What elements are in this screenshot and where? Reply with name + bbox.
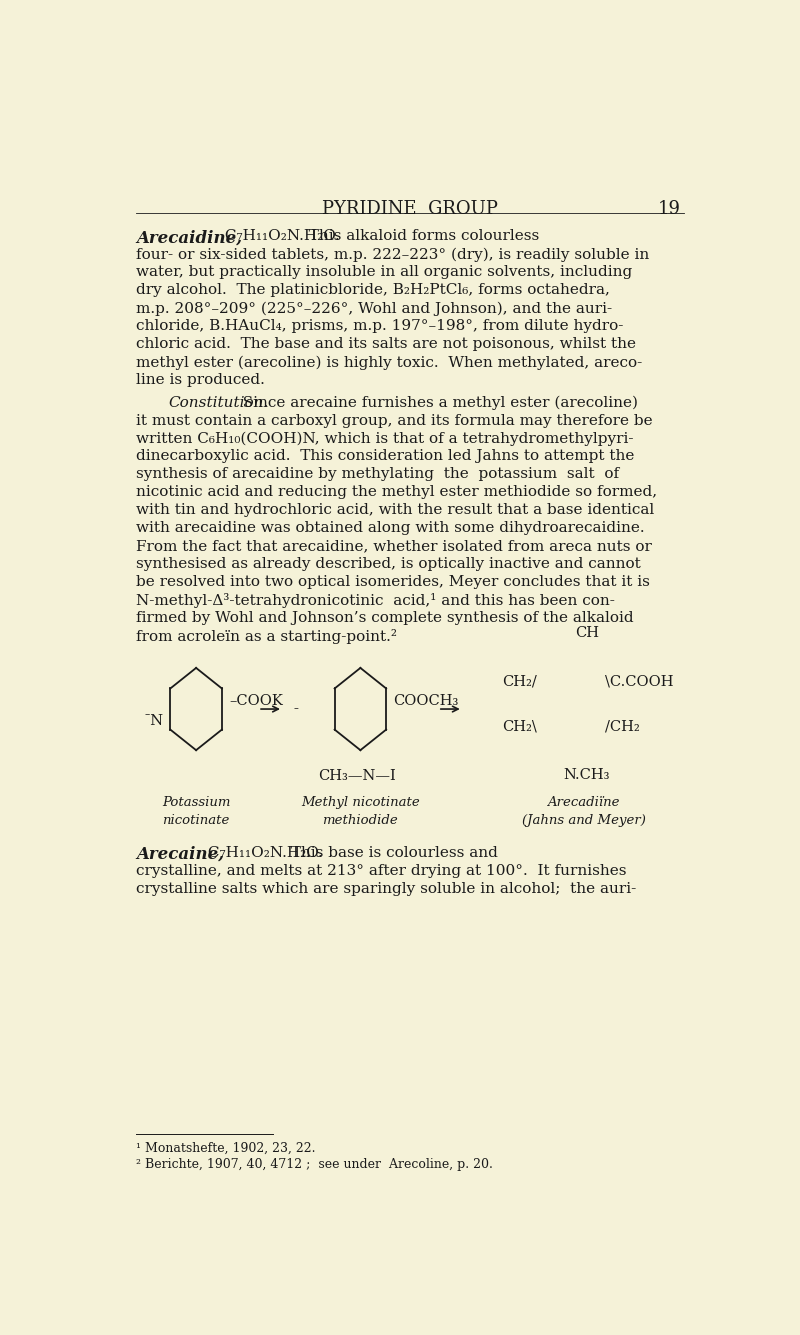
Text: it must contain a carboxyl group, and its formula may therefore be: it must contain a carboxyl group, and it… [137, 414, 653, 427]
Text: ˉN: ˉN [143, 714, 163, 729]
Text: PYRIDINE  GROUP: PYRIDINE GROUP [322, 200, 498, 218]
Text: Methyl nicotinate: Methyl nicotinate [301, 797, 420, 809]
Text: synthesised as already described, is optically inactive and cannot: synthesised as already described, is opt… [137, 558, 641, 571]
Text: dinecarboxylic acid.  This consideration led Jahns to attempt the: dinecarboxylic acid. This consideration … [137, 450, 635, 463]
Text: ² Berichte, 1907, 40, 4712 ;  see under  Arecoline, p. 20.: ² Berichte, 1907, 40, 4712 ; see under A… [137, 1157, 494, 1171]
Text: COOCH₃: COOCH₃ [394, 694, 458, 708]
Text: water, but practically insoluble in all organic solvents, including: water, but practically insoluble in all … [137, 266, 633, 279]
Text: CH₃—N—I: CH₃—N—I [318, 769, 396, 782]
Text: nicotinate: nicotinate [162, 814, 230, 826]
Text: Arecadiïne: Arecadiïne [547, 797, 620, 809]
Text: chloric acid.  The base and its salts are not poisonous, whilst the: chloric acid. The base and its salts are… [137, 338, 637, 351]
Text: firmed by Wohl and Johnson’s complete synthesis of the alkaloid: firmed by Wohl and Johnson’s complete sy… [137, 611, 634, 625]
Text: CH₂/: CH₂/ [502, 674, 537, 689]
Text: N.CH₃: N.CH₃ [563, 768, 610, 781]
Text: m.p. 208°–209° (225°–226°, Wohl and Johnson), and the auri-: m.p. 208°–209° (225°–226°, Wohl and John… [137, 302, 613, 316]
Text: Potassium: Potassium [162, 797, 230, 809]
Text: chloride, B.HAuCl₄, prisms, m.p. 197°–198°, from dilute hydro-: chloride, B.HAuCl₄, prisms, m.p. 197°–19… [137, 319, 624, 334]
Text: 19: 19 [658, 200, 681, 218]
Text: Arecaidine,: Arecaidine, [137, 230, 242, 247]
Text: crystalline, and melts at 213° after drying at 100°.  It furnishes: crystalline, and melts at 213° after dry… [137, 864, 627, 877]
Text: synthesis of arecaidine by methylating  the  potassium  salt  of: synthesis of arecaidine by methylating t… [137, 467, 619, 482]
Text: be resolved into two optical isomerides, Meyer concludes that it is: be resolved into two optical isomerides,… [137, 575, 650, 590]
Text: from acroleïn as a starting-point.²: from acroleïn as a starting-point.² [137, 629, 398, 645]
Text: methiodide: methiodide [322, 814, 398, 826]
Text: with tin and hydrochloric acid, with the result that a base identical: with tin and hydrochloric acid, with the… [137, 503, 654, 518]
Text: crystalline salts which are sparingly soluble in alcohol;  the auri-: crystalline salts which are sparingly so… [137, 881, 637, 896]
Text: C₇H₁₁O₂N.H₂O.: C₇H₁₁O₂N.H₂O. [203, 846, 323, 860]
Text: C₇H₁₁O₂N.H₂O.: C₇H₁₁O₂N.H₂O. [220, 230, 340, 243]
Text: Since arecaine furnishes a methyl ester (arecoline): Since arecaine furnishes a methyl ester … [233, 395, 638, 410]
Text: four- or six-sided tablets, m.p. 222–223° (dry), is readily soluble in: four- or six-sided tablets, m.p. 222–223… [137, 247, 650, 262]
Text: From the fact that arecaidine, whether isolated from areca nuts or: From the fact that arecaidine, whether i… [137, 539, 652, 554]
Text: nicotinic acid and reducing the methyl ester methiodide so formed,: nicotinic acid and reducing the methyl e… [137, 486, 658, 499]
Text: dry alcohol.  The platinicbloride, B₂H₂PtCl₆, forms octahedra,: dry alcohol. The platinicbloride, B₂H₂Pt… [137, 283, 610, 298]
Text: –COOK: –COOK [229, 694, 283, 708]
Text: ¹ Monatshefte, 1902, 23, 22.: ¹ Monatshefte, 1902, 23, 22. [137, 1141, 316, 1155]
Text: written C₆H₁₀(COOH)N, which is that of a tetrahydromethylpyri-: written C₆H₁₀(COOH)N, which is that of a… [137, 431, 634, 446]
Text: \C.COOH: \C.COOH [606, 674, 674, 689]
Text: Constitution.: Constitution. [169, 395, 269, 410]
Text: /CH₂: /CH₂ [606, 720, 640, 733]
Text: This base is colourless and: This base is colourless and [281, 846, 498, 860]
Text: N-methyl-Δ³-tetrahydronicotinic  acid,¹ and this has been con-: N-methyl-Δ³-tetrahydronicotinic acid,¹ a… [137, 593, 615, 609]
Text: methyl ester (arecoline) is highly toxic.  When methylated, areco-: methyl ester (arecoline) is highly toxic… [137, 355, 642, 370]
Text: CH: CH [574, 626, 598, 641]
Text: -: - [289, 702, 299, 716]
Text: CH₂\: CH₂\ [502, 720, 537, 733]
Text: Arecaine,: Arecaine, [137, 846, 225, 862]
Text: (Jahns and Meyer): (Jahns and Meyer) [522, 814, 646, 826]
Text: line is produced.: line is produced. [137, 374, 266, 387]
Text: This alkaloid forms colourless: This alkaloid forms colourless [299, 230, 540, 243]
Text: with arecaidine was obtained along with some dihydroarecaidine.: with arecaidine was obtained along with … [137, 522, 645, 535]
